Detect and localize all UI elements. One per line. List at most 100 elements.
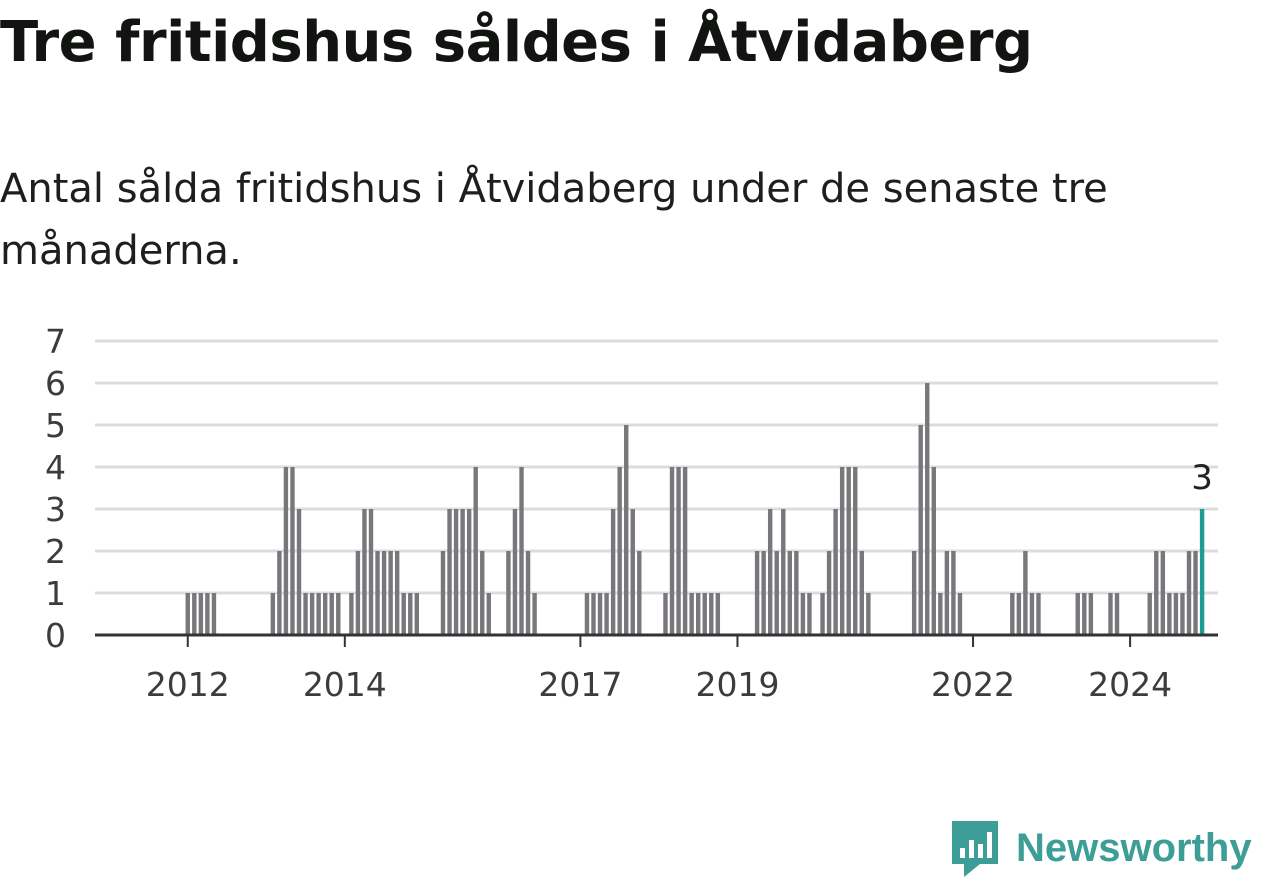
bar — [1010, 593, 1015, 635]
bar — [460, 509, 465, 635]
bar — [1082, 593, 1087, 635]
bar — [512, 509, 518, 635]
bar — [1114, 593, 1120, 635]
last-value-label: 3 — [1191, 458, 1213, 498]
bar — [506, 551, 511, 635]
bar — [1180, 593, 1185, 635]
bar — [624, 425, 629, 635]
bar — [676, 467, 681, 635]
bar — [1193, 551, 1198, 635]
bars — [185, 383, 1205, 635]
x-tick-label: 2024 — [1088, 665, 1172, 704]
bar — [846, 467, 851, 635]
x-axis: 2012 2014 2017 2019 2022 2024 — [95, 633, 1218, 704]
newsworthy-logo: Newsworthy — [950, 818, 1252, 878]
bar — [381, 551, 387, 635]
bar — [925, 383, 930, 635]
bar — [375, 551, 380, 635]
bar — [290, 467, 295, 635]
bar — [944, 551, 950, 635]
y-tick-label: 5 — [45, 406, 66, 445]
x-tick-label: 2019 — [695, 665, 779, 704]
bar — [584, 593, 590, 635]
bar — [1154, 551, 1159, 635]
bar — [414, 593, 419, 635]
bar — [866, 593, 871, 635]
bar — [349, 593, 354, 635]
bar — [630, 509, 635, 635]
bar — [447, 509, 452, 635]
bar — [336, 593, 341, 635]
y-tick-label: 4 — [45, 448, 66, 487]
bar — [669, 467, 675, 635]
bar — [604, 593, 609, 635]
bar — [1167, 593, 1172, 635]
bar — [781, 509, 786, 635]
gridlines — [95, 339, 1218, 595]
y-tick-label: 1 — [45, 574, 66, 613]
bar — [519, 467, 524, 635]
bar — [853, 467, 858, 635]
bar — [1075, 593, 1080, 635]
brand-name: Newsworthy — [1016, 825, 1252, 870]
bar — [951, 551, 956, 635]
bar — [211, 593, 217, 635]
bar — [709, 593, 714, 635]
bar — [617, 467, 622, 635]
bar — [453, 509, 459, 635]
bar — [296, 509, 302, 635]
bar — [637, 551, 642, 635]
bar — [362, 509, 367, 635]
annotations: 3 — [1191, 458, 1213, 498]
bar — [486, 593, 491, 635]
bar — [440, 551, 446, 635]
bar — [185, 593, 190, 635]
y-tick-label: 2 — [45, 532, 66, 571]
bar — [715, 593, 721, 635]
bar — [401, 593, 406, 635]
bar — [754, 551, 760, 635]
bar — [1016, 593, 1022, 635]
y-tick-label: 6 — [45, 364, 66, 403]
bar — [787, 551, 793, 635]
bar — [911, 551, 917, 635]
bar — [1173, 593, 1179, 635]
bar — [859, 551, 864, 635]
bar — [1036, 593, 1041, 635]
bar — [682, 467, 688, 635]
x-tick-label: 2014 — [303, 665, 387, 704]
bar — [388, 551, 393, 635]
bar — [205, 593, 210, 635]
bar — [767, 509, 773, 635]
bar — [800, 593, 806, 635]
bar — [368, 509, 374, 635]
bar — [689, 593, 694, 635]
bar — [532, 593, 537, 635]
bar — [807, 593, 812, 635]
bar — [918, 425, 923, 635]
bar — [525, 551, 531, 635]
bar — [938, 593, 943, 635]
bar — [309, 593, 315, 635]
y-tick-label: 3 — [45, 490, 66, 529]
bar — [794, 551, 799, 635]
bar — [1147, 593, 1152, 635]
bar — [394, 551, 400, 635]
newsworthy-logo-icon — [952, 821, 998, 877]
x-tick-label: 2017 — [538, 665, 622, 704]
bar — [192, 593, 197, 635]
bar — [696, 593, 701, 635]
bar — [663, 593, 668, 635]
bar — [329, 593, 334, 635]
bar — [839, 467, 845, 635]
bar — [1029, 593, 1035, 635]
bar — [283, 467, 289, 635]
chart-title: Tre fritidshus såldes i Åtvidaberg — [0, 10, 1033, 75]
y-tick-label: 7 — [45, 322, 66, 361]
bar — [303, 593, 308, 635]
bar — [1186, 551, 1192, 635]
bar — [1088, 593, 1094, 635]
bar — [466, 509, 472, 635]
bar — [610, 509, 616, 635]
